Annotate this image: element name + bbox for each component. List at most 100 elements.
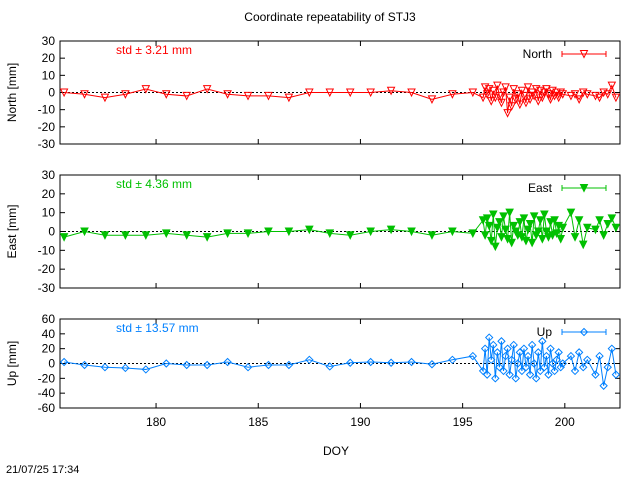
std-label: std ± 3.21 mm xyxy=(116,43,192,57)
data-point xyxy=(448,355,457,364)
data-point xyxy=(525,370,535,379)
data-point xyxy=(505,208,514,218)
data-point xyxy=(482,214,492,223)
data-point xyxy=(574,348,584,357)
legend-label: Up xyxy=(537,325,553,339)
data-point xyxy=(554,93,563,103)
data-point xyxy=(603,90,613,99)
data-point xyxy=(509,221,519,231)
data-point xyxy=(493,348,502,357)
data-point xyxy=(505,370,514,379)
data-point xyxy=(264,227,273,237)
data-point xyxy=(607,214,617,223)
y-tick-label: -10 xyxy=(38,103,56,117)
data-point xyxy=(482,90,492,99)
data-point xyxy=(582,90,592,99)
data-point xyxy=(386,86,396,96)
data-point xyxy=(478,93,488,103)
data-point xyxy=(141,365,151,374)
y-tick-label: 40 xyxy=(42,327,56,341)
data-point xyxy=(202,85,212,94)
y-tick-label: -20 xyxy=(38,371,56,385)
data-point xyxy=(607,344,617,353)
data-point xyxy=(366,357,375,367)
data-point xyxy=(531,374,541,383)
data-point xyxy=(497,98,506,108)
data-point xyxy=(182,91,192,101)
data-point xyxy=(548,231,557,240)
data-point xyxy=(223,357,232,367)
data-point xyxy=(540,210,549,220)
data-point xyxy=(305,88,314,98)
data-point xyxy=(556,88,566,98)
y-tick-label: -30 xyxy=(38,137,56,151)
data-point xyxy=(325,88,335,98)
data-point xyxy=(535,216,545,225)
data-point xyxy=(243,91,253,101)
data-point xyxy=(521,363,531,372)
data-point xyxy=(503,109,512,118)
y-tick-label: 60 xyxy=(42,312,56,326)
data-point xyxy=(366,227,375,237)
y-tick-label: 0 xyxy=(48,86,55,100)
data-point xyxy=(558,90,568,99)
data-point xyxy=(521,236,531,246)
data-point xyxy=(595,93,604,103)
data-point xyxy=(611,370,621,379)
data-point xyxy=(448,227,457,237)
data-point xyxy=(595,216,604,225)
data-point xyxy=(525,95,535,104)
data-point xyxy=(223,229,232,239)
data-point xyxy=(527,340,537,350)
timestamp: 21/07/25 17:34 xyxy=(6,464,79,476)
data-point xyxy=(501,351,510,361)
data-point xyxy=(264,360,273,370)
panels: 30 20 10 0 -10 -20 -30 North [mm] std ± 3.21 mm N… xyxy=(5,34,621,429)
data-point xyxy=(527,238,537,248)
data-point xyxy=(570,366,580,376)
y-tick-label: 20 xyxy=(42,342,56,356)
data-point xyxy=(497,233,506,242)
data-point xyxy=(519,91,529,101)
data-point xyxy=(284,360,294,370)
data-point xyxy=(495,91,504,101)
data-point xyxy=(468,88,478,98)
data-point xyxy=(100,93,110,103)
y-tick-label: 20 xyxy=(42,187,56,201)
y-tick-label: 0 xyxy=(48,357,55,371)
data-point xyxy=(507,102,516,111)
data-point xyxy=(536,366,545,376)
data-point xyxy=(305,355,314,364)
data-point xyxy=(345,88,355,98)
data-point xyxy=(325,362,334,371)
data-point xyxy=(509,340,518,350)
data-point xyxy=(407,227,416,237)
y-tick-label: 20 xyxy=(42,51,56,65)
data-point xyxy=(534,348,543,357)
data-point xyxy=(487,355,496,364)
data-point xyxy=(284,227,294,237)
data-point xyxy=(121,231,130,240)
data-point xyxy=(542,85,551,94)
data-point xyxy=(427,360,437,369)
data-point xyxy=(407,357,416,367)
data-point xyxy=(558,359,567,368)
data-point xyxy=(542,227,551,237)
data-point xyxy=(591,370,600,379)
data-point xyxy=(161,90,171,99)
data-point xyxy=(427,95,437,104)
data-point xyxy=(468,351,478,361)
data-point xyxy=(345,231,355,240)
data-point xyxy=(544,370,553,379)
data-point xyxy=(538,337,547,346)
chart-title: Coordinate repeatability of STJ3 xyxy=(244,10,416,24)
data-point xyxy=(579,363,588,372)
data-point xyxy=(346,358,355,367)
y-tick-label: -20 xyxy=(38,262,56,276)
data-point xyxy=(141,231,151,240)
data-point xyxy=(578,240,588,250)
y-tick-label: -20 xyxy=(38,120,56,134)
data-point xyxy=(552,355,561,364)
data-point xyxy=(478,366,488,376)
